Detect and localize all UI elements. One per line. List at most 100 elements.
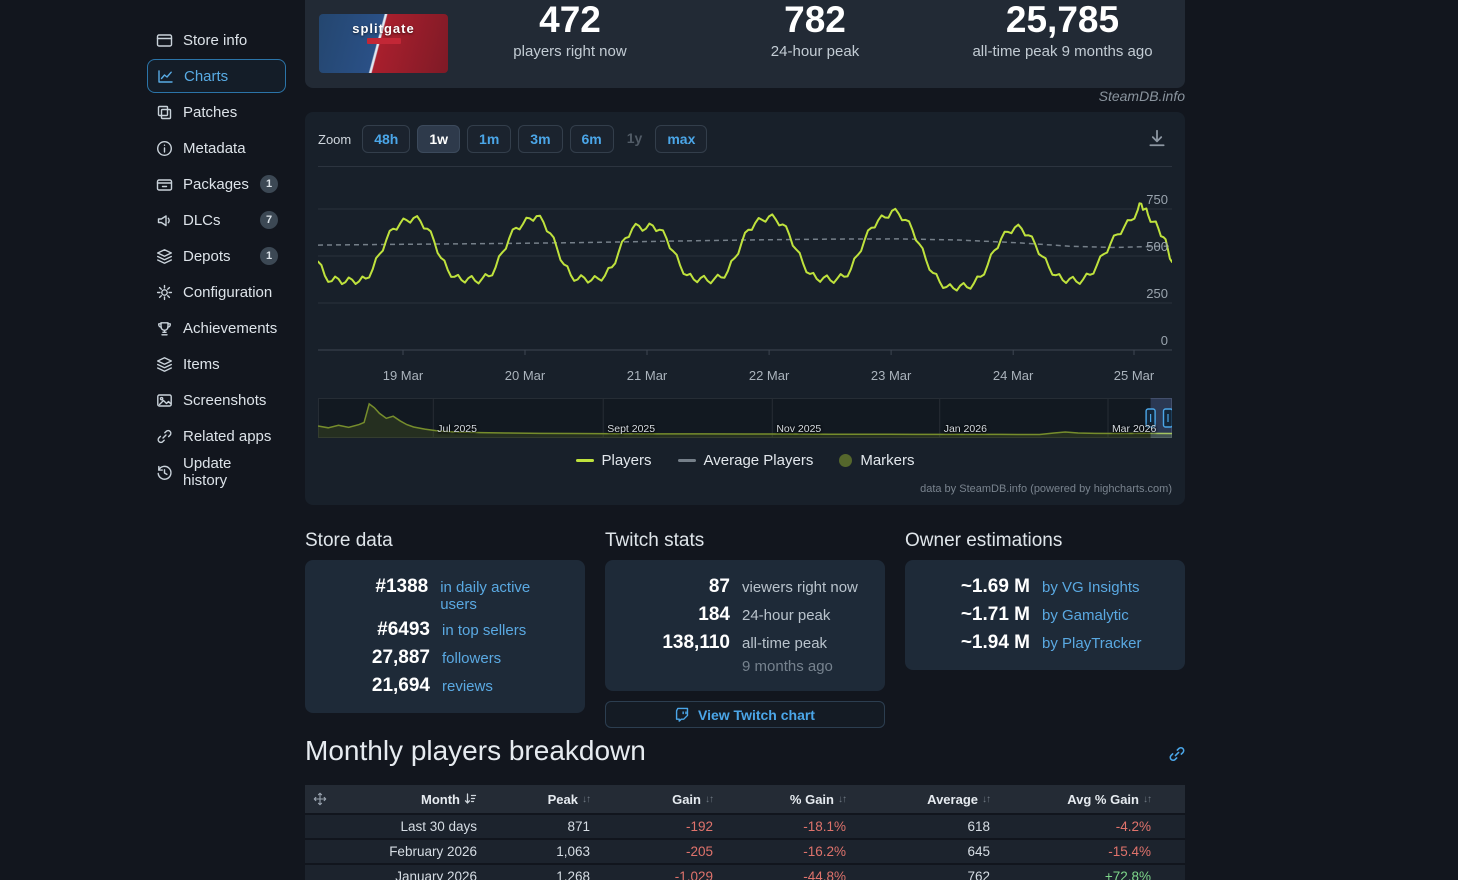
game-logo-tag (366, 38, 401, 44)
sidebar-item-metadata[interactable]: Metadata (147, 133, 286, 163)
cell-month: Last 30 days (400, 819, 477, 834)
sort-icon: ↓↑ (982, 793, 991, 805)
sidebar-item-achievements[interactable]: Achievements (147, 313, 286, 343)
stat-row-value: ~1.69 M (960, 576, 1030, 597)
sidebar-item-related-apps[interactable]: Related apps (147, 421, 286, 451)
x-axis-label: 23 Mar (870, 368, 912, 383)
main-content: splitgate 472 players right now 782 24-hour… (305, 0, 1185, 880)
stat-row: 184 24-hour peak (605, 601, 885, 629)
column-header-peak[interactable]: Peak ↓↑ (547, 791, 591, 807)
navigator-handle-right[interactable] (1162, 408, 1173, 428)
stat-label: 24-hour peak (770, 43, 860, 60)
navigator-month-label: Sept 2025 (607, 423, 656, 435)
column-header-avggain[interactable]: Avg % Gain ↓↑ (1067, 791, 1152, 807)
column-header-gain[interactable]: Gain ↓↑ (672, 791, 714, 807)
sidebar-item-label: Metadata (183, 139, 246, 157)
owner-estimations-card: ~1.69 M by VG Insights ~1.71 M by Gamalytic… (905, 560, 1185, 670)
legend-item-markers[interactable]: Markers (839, 452, 915, 469)
stat-row-label[interactable]: reviews (442, 678, 493, 695)
sidebar-badge: 1 (260, 247, 278, 265)
column-header-gain[interactable]: % Gain ↓↑ (789, 791, 847, 807)
player-stats-card: splitgate 472 players right now 782 24-hour… (305, 0, 1185, 88)
chart-navigator[interactable]: Jul 2025 Sept 2025 Nov 2025 Jan 2026 Mar 202… (318, 398, 1172, 438)
sidebar-item-update-history[interactable]: Update history (147, 455, 286, 489)
download-chart-icon[interactable] (1147, 128, 1167, 148)
y-axis-label: 750 (1146, 192, 1168, 207)
legend-label: Players (601, 452, 652, 469)
stat-row: ~1.94 M by PlayTracker (905, 629, 1185, 657)
depots-icon (156, 248, 173, 265)
twitch-icon (675, 707, 689, 722)
cell-peak: 871 (567, 819, 590, 834)
sidebar-item-packages[interactable]: Packages 1 (147, 169, 286, 199)
sidebar-item-label: Configuration (183, 283, 273, 301)
x-axis-label: 19 Mar (382, 368, 424, 383)
navigator-handle-left[interactable] (1145, 408, 1156, 428)
zoom-button-48h[interactable]: 48h (362, 125, 411, 153)
legend-label: Markers (860, 452, 915, 469)
sidebar-item-label: Related apps (183, 427, 272, 445)
table-row: February 2026 1,063 -205 -16.2% 645 -15.4% (305, 838, 1185, 863)
stat-row-label[interactable]: in top sellers (442, 622, 527, 639)
stat-row-value: #1388 (375, 576, 429, 597)
cell-gain-pct: -16.2% (803, 844, 846, 859)
table-drag-handle[interactable] (305, 792, 345, 806)
monthly-breakdown-title: Monthly players breakdown (305, 735, 646, 766)
section-link-icon[interactable] (1168, 745, 1186, 763)
packages-icon (156, 176, 173, 193)
owner-estimations-title: Owner estimations (905, 530, 1063, 551)
sidebar-item-patches[interactable]: Patches (147, 97, 286, 127)
cell-peak: 1,268 (556, 869, 590, 880)
column-header-month[interactable]: Month (421, 792, 477, 807)
sidebar-item-label: Charts (184, 67, 229, 85)
zoom-button-1m[interactable]: 1m (467, 125, 512, 153)
players-chart-card: Zoom 48h 1w 1m 3m 6m 1y max 750 500 250 0 19 Mar 20… (305, 112, 1185, 505)
sidebar-item-store-info[interactable]: Store info (147, 25, 286, 55)
stat-row: 138,110 all-time peak (605, 629, 885, 657)
app-sidebar: Store info Charts Patches Metadata Packages 1… (0, 0, 292, 880)
navigator-month-label: Jul 2025 (437, 423, 477, 435)
top-stat-2: 25,785 all-time peak 9 months ago (950, 0, 1175, 60)
sidebar-item-configuration[interactable]: Configuration (147, 277, 286, 307)
stat-row-value: #6493 (377, 619, 430, 640)
cell-average: 762 (967, 869, 990, 880)
players-plot[interactable] (318, 168, 1172, 360)
stat-row-label[interactable]: by PlayTracker (1042, 635, 1142, 652)
x-axis-label: 22 Mar (748, 368, 790, 383)
zoom-button-6m[interactable]: 6m (569, 125, 614, 153)
sidebar-item-label: Screenshots (183, 391, 267, 409)
legend-marker-swatch (839, 454, 853, 467)
sidebar-item-charts[interactable]: Charts (147, 59, 286, 93)
legend-item-average-players[interactable]: Average Players (677, 452, 813, 469)
sidebar-item-label: Depots (183, 247, 231, 265)
cell-average: 618 (967, 819, 990, 834)
stat-value: 25,785 (1005, 0, 1120, 40)
stat-row-label[interactable]: by Gamalytic (1042, 607, 1129, 624)
zoom-button-max[interactable]: max (655, 125, 708, 153)
stat-row-label[interactable]: in daily active users (440, 579, 531, 613)
stat-row-label[interactable]: followers (442, 650, 502, 667)
stat-row-label[interactable]: by VG Insights (1042, 579, 1140, 596)
sidebar-item-items[interactable]: Items (147, 349, 286, 379)
column-header-average[interactable]: Average ↓↑ (927, 791, 991, 807)
cell-avg-gain-pct: -4.2% (1115, 819, 1151, 834)
x-axis-label: 25 Mar (1113, 368, 1155, 383)
charts-icon (157, 68, 174, 85)
x-axis-label: 20 Mar (504, 368, 546, 383)
view-twitch-chart-button[interactable]: View Twitch chart (605, 701, 885, 728)
x-axis-label: 24 Mar (992, 368, 1034, 383)
legend-item-players[interactable]: Players (575, 452, 652, 469)
sidebar-item-screenshots[interactable]: Screenshots (147, 385, 286, 415)
stat-row: #1388 in daily active users (305, 573, 585, 616)
stat-row-value: 138,110 (662, 632, 730, 653)
sidebar-item-label: DLCs (183, 211, 221, 229)
sidebar-item-dlcs[interactable]: DLCs 7 (147, 205, 286, 235)
y-axis-label: 0 (1160, 333, 1168, 348)
sidebar-item-label: Achievements (183, 319, 278, 337)
sidebar-item-label: Items (183, 355, 220, 373)
zoom-button-1w[interactable]: 1w (417, 125, 461, 153)
zoom-button-3m[interactable]: 3m (518, 125, 563, 153)
sidebar-item-depots[interactable]: Depots 1 (147, 241, 286, 271)
zoom-button-1y: 1y (626, 130, 643, 146)
